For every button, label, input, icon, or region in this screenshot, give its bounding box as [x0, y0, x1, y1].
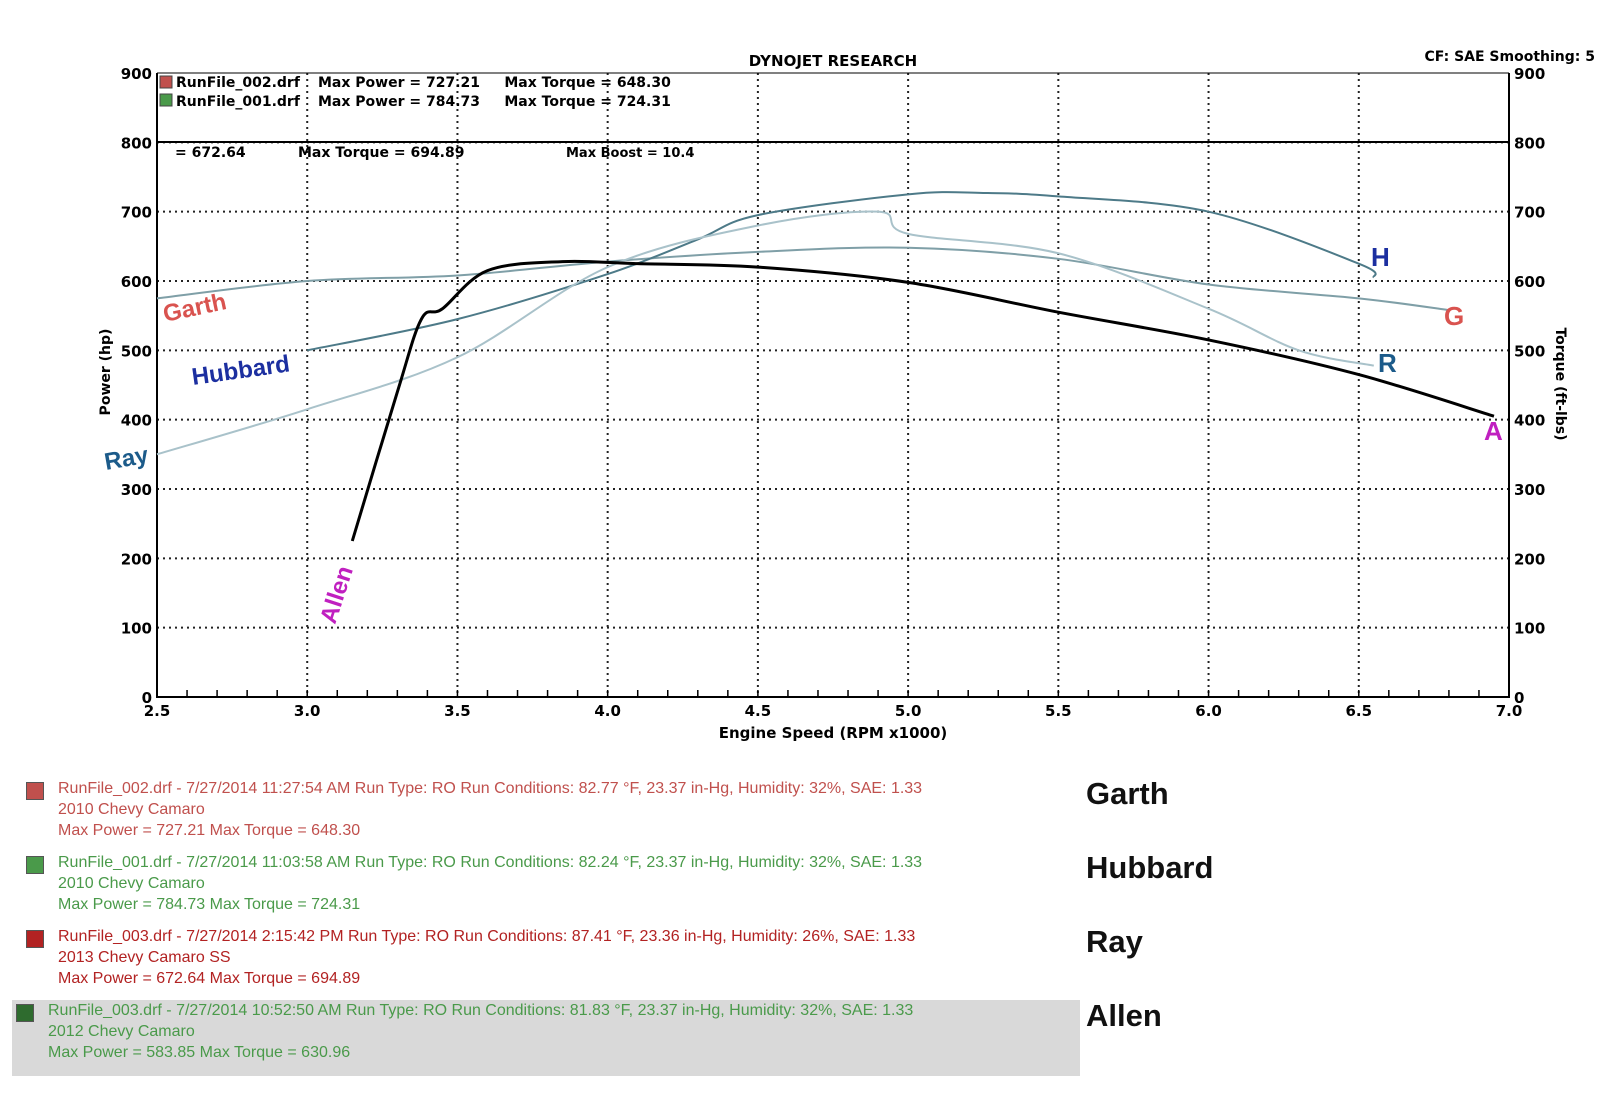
series-line-hubbard	[307, 191, 1377, 352]
y2-tick-label: 100	[1514, 620, 1545, 638]
y-tick-label: 400	[121, 412, 152, 430]
series-line-garth	[156, 246, 1450, 312]
series-end-label: G	[1444, 301, 1464, 331]
x-tick-label: 4.5	[745, 702, 772, 720]
inner-max-boost: Max Boost = 10.4	[566, 146, 694, 161]
y-tick-label: 900	[121, 65, 152, 83]
legend-owner-name: Hubbard	[1086, 850, 1214, 885]
run-1-stats: Max Power = 784.73 Max Torque = 724.31	[318, 94, 671, 110]
y2-tick-label: 800	[1514, 134, 1545, 152]
x-tick-label: 7.0	[1496, 702, 1523, 720]
y-tick-label: 600	[121, 273, 152, 291]
legend-row: RunFile_003.drf - 7/27/2014 10:52:50 AM …	[12, 1000, 1080, 1076]
legend-line3: Max Power = 672.64 Max Torque = 694.89	[58, 970, 361, 987]
plot-frame	[156, 141, 1510, 698]
y-tick-labels: 0 100 200 300 400 500 600 700 800 900	[121, 65, 152, 707]
grid-lines	[156, 73, 1510, 697]
legend-swatch	[16, 1004, 34, 1022]
legend-line3: Max Power = 727.21 Max Torque = 648.30	[58, 822, 361, 839]
y2-tick-label: 200	[1514, 550, 1545, 568]
chart-title: DYNOJET RESEARCH	[749, 52, 917, 70]
y-tick-label: 700	[121, 204, 152, 222]
run-1-file: RunFile_001.drf	[176, 94, 301, 110]
legend-line1: RunFile_002.drf - 7/27/2014 11:27:54 AM …	[58, 780, 923, 797]
x-tick-label: 4.0	[594, 702, 621, 720]
y-tick-label: 100	[121, 620, 152, 638]
legend-row: RunFile_003.drf - 7/27/2014 2:15:42 PM R…	[22, 926, 1082, 1002]
legend-owner-name: Ray	[1086, 924, 1143, 959]
series-line-ray	[156, 210, 1374, 456]
x-axis-label: Engine Speed (RPM x1000)	[719, 724, 948, 742]
x-tick-label: 3.5	[444, 702, 471, 720]
legend-text: RunFile_003.drf - 7/27/2014 2:15:42 PM R…	[58, 926, 915, 989]
dyno-chart: 2.5 3.0 3.5 4.0 4.5 5.0 5.5 6.0 6.5 7.0 0 100 200 30…	[98, 49, 1595, 742]
legend-owner-name: Garth	[1086, 776, 1169, 811]
y2-tick-label: 500	[1514, 342, 1545, 360]
series-end-label: H	[1371, 242, 1390, 272]
legend-row: RunFile_002.drf - 7/27/2014 11:27:54 AM …	[22, 778, 1082, 854]
y-tick-label: 200	[121, 550, 152, 568]
series-lines	[156, 191, 1495, 542]
x-tick-label: 5.0	[895, 702, 922, 720]
legend-text: RunFile_002.drf - 7/27/2014 11:27:54 AM …	[58, 778, 922, 841]
series-labels: Garth G Hubbard H Ray R Allen A	[102, 242, 1503, 627]
y2-tick-label: 300	[1514, 481, 1545, 499]
run-2-swatch	[159, 75, 173, 89]
y2-axis-label: Torque (ft-lbs)	[1552, 327, 1568, 440]
x-tick-label: 6.0	[1195, 702, 1222, 720]
legend-line3: Max Power = 583.85 Max Torque = 630.96	[48, 1044, 351, 1061]
legend-line2: 2012 Chevy Camaro	[48, 1023, 195, 1040]
series-name-label: Garth	[161, 288, 229, 328]
legend-line1: RunFile_003.drf - 7/27/2014 10:52:50 AM …	[48, 1002, 914, 1019]
y-tick-label: 300	[121, 481, 152, 499]
legend-line2: 2010 Chevy Camaro	[58, 875, 205, 892]
legend-line1: RunFile_003.drf - 7/27/2014 2:15:42 PM R…	[58, 928, 916, 945]
series-name-label: Hubbard	[190, 350, 291, 390]
run-2-stats: Max Power = 727.21 Max Torque = 648.30	[318, 75, 671, 91]
legend-line2: 2010 Chevy Camaro	[58, 801, 205, 818]
legend-text: RunFile_003.drf - 7/27/2014 10:52:50 AM …	[48, 1000, 913, 1063]
chart-settings: CF: SAE Smoothing: 5	[1425, 49, 1595, 65]
legend-line1: RunFile_001.drf - 7/27/2014 11:03:58 AM …	[58, 854, 923, 871]
y2-tick-label: 0	[1514, 689, 1524, 707]
run-2-file: RunFile_002.drf	[176, 75, 301, 91]
y2-tick-label: 900	[1514, 65, 1545, 83]
run-1-swatch	[159, 93, 173, 107]
series-end-label: A	[1484, 416, 1503, 446]
y2-tick-label: 700	[1514, 204, 1545, 222]
x-tick-label: 2.5	[144, 702, 171, 720]
x-tick-label: 6.5	[1345, 702, 1372, 720]
y-tick-label: 0	[142, 689, 152, 707]
x-tick-label: 3.0	[294, 702, 321, 720]
legend-owner-name: Allen	[1086, 998, 1162, 1033]
legend-line2: 2013 Chevy Camaro SS	[58, 949, 231, 966]
legend-row: RunFile_001.drf - 7/27/2014 11:03:58 AM …	[22, 852, 1082, 928]
legend-line3: Max Power = 784.73 Max Torque = 724.31	[58, 896, 361, 913]
series-name-label: Allen	[315, 563, 359, 627]
y2-tick-labels: 0 100 200 300 400 500 600 700 800 900	[1514, 65, 1545, 707]
y-tick-label: 800	[121, 134, 152, 152]
y2-tick-label: 400	[1514, 412, 1545, 430]
inner-max-power: = 672.64	[175, 145, 246, 161]
inner-max-torque: Max Torque = 694.89	[298, 145, 464, 161]
x-tick-labels: 2.5 3.0 3.5 4.0 4.5 5.0 5.5 6.0 6.5 7.0	[144, 702, 1523, 720]
y2-tick-label: 600	[1514, 273, 1545, 291]
series-line-allen	[350, 259, 1495, 542]
legend-text: RunFile_001.drf - 7/27/2014 11:03:58 AM …	[58, 852, 922, 915]
legend-swatch	[26, 856, 44, 874]
y-axis-label: Power (hp)	[98, 329, 114, 416]
legend-swatch	[26, 930, 44, 948]
legend-swatch	[26, 782, 44, 800]
y-tick-label: 500	[121, 342, 152, 360]
x-tick-label: 5.5	[1045, 702, 1072, 720]
series-name-label: Ray	[102, 442, 151, 476]
series-end-label: R	[1378, 348, 1397, 378]
